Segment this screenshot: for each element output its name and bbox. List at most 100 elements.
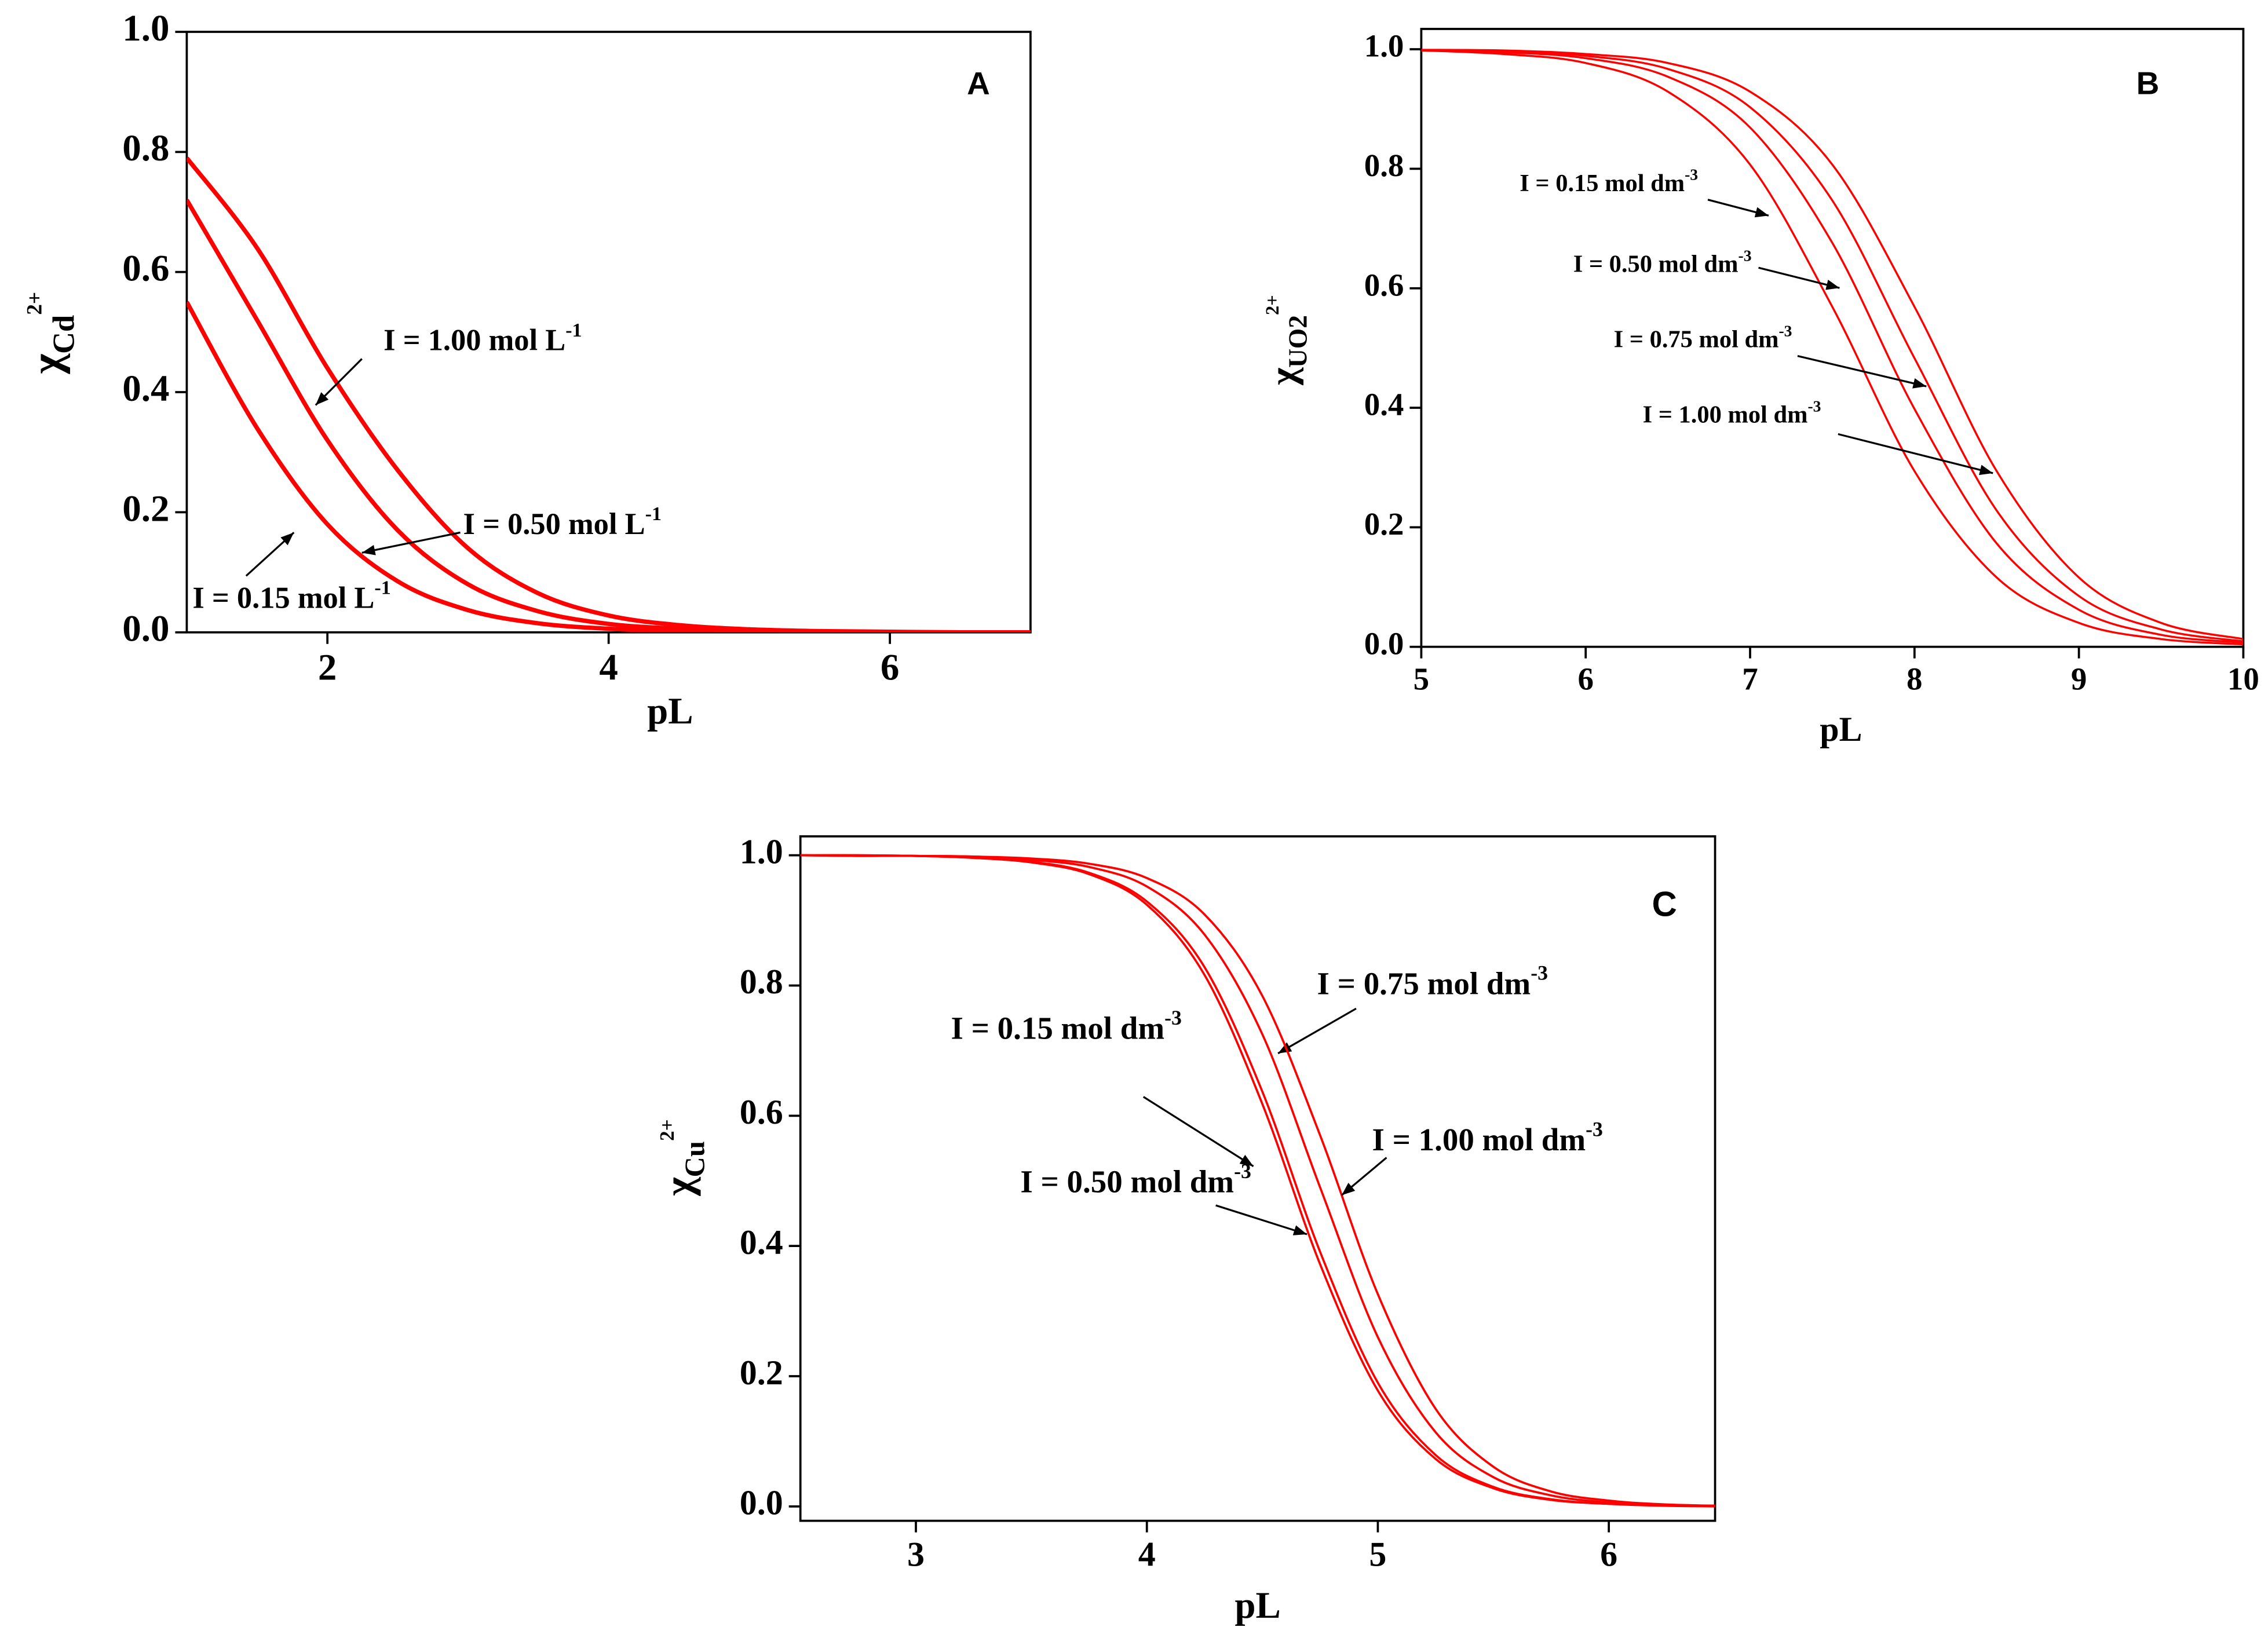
y-axis-symbol: χ (23, 353, 71, 374)
y-tick-label: 0.2 (1364, 506, 1404, 542)
curve-label: I = 1.00 mol dm-3 (1372, 1117, 1602, 1157)
arrow (1797, 354, 1927, 389)
curve-label-sup: -3 (1164, 1006, 1182, 1029)
curve-label: I = 1.00 mol L-1 (384, 320, 582, 357)
x-tick-label: 9 (2071, 661, 2087, 697)
curve-label: I = 0.50 mol dm-3 (1573, 247, 1752, 278)
x-axis-label: pL (1235, 1585, 1280, 1626)
y-tick-label: 1.0 (740, 832, 783, 871)
arrow (1215, 1204, 1308, 1235)
y-axis-sub: Cu (678, 1141, 710, 1178)
curve-label-sup: -1 (645, 503, 662, 525)
chart: 0.0 0.2 0.4 0.6 0.8 1.0 5 6 7 8 9 10 pL χUO22+ B I = 0.… (1262, 28, 2259, 748)
curve-label-name: I = 1.00 mol dm (1372, 1122, 1586, 1157)
x-tick-label: 10 (2227, 661, 2259, 697)
y-tick-label: 0.4 (122, 368, 169, 409)
arrow (245, 532, 295, 577)
curve (800, 854, 1715, 1507)
curve-label-sup: -1 (565, 320, 582, 341)
curve (187, 199, 1031, 632)
curve-label: I = 0.50 mol dm-3 (1020, 1160, 1251, 1200)
curve-label-sup: -3 (1234, 1160, 1251, 1183)
arrow (1838, 433, 1993, 476)
curve-label-sup: -3 (1531, 961, 1548, 985)
x-tick-label: 6 (1600, 1535, 1617, 1574)
curve (187, 301, 1031, 632)
arrow (315, 358, 363, 406)
curve-label-name: I = 0.50 mol L (463, 507, 645, 541)
curve-label-sup: -3 (1685, 166, 1698, 184)
y-axis-sub: Cd (48, 315, 81, 354)
x-tick-label: 4 (599, 647, 618, 689)
curve-label: I = 0.15 mol L-1 (192, 577, 390, 615)
curve-label-sup: -1 (374, 577, 390, 599)
y-tick-label: 1.0 (122, 8, 169, 49)
curve (1421, 49, 2244, 646)
curve-label-name: I = 0.15 mol dm (951, 1011, 1164, 1046)
panel-label: B (2136, 65, 2160, 101)
panel-label: A (967, 65, 990, 101)
curve-label: I = 0.15 mol dm-3 (951, 1006, 1181, 1046)
y-axis-symbol: χ (656, 1177, 701, 1197)
y-axis-label: χCd2+ (23, 292, 81, 375)
chart: 0.0 0.2 0.4 0.6 0.8 1.0 3 4 5 6 pL χCu2+ C I = 0.15 m… (656, 832, 1716, 1626)
y-tick-label: 0.8 (122, 127, 169, 169)
y-tick-label: 0.0 (122, 608, 169, 650)
curve-label-name: I = 0.15 mol L (192, 581, 374, 615)
curve-label: I = 0.15 mol dm-3 (1520, 166, 1698, 197)
curve (187, 156, 1031, 632)
plot-frame (799, 835, 1716, 1522)
curve-label-sup: -3 (1807, 397, 1821, 415)
curve-label-name: I = 1.00 mol L (384, 324, 565, 357)
x-tick-label: 8 (1907, 661, 1922, 697)
arrow (1707, 199, 1769, 218)
x-tick-label: 4 (1138, 1535, 1156, 1574)
y-axis-symbol: χ (1262, 367, 1304, 386)
curve-label-name: I = 0.15 mol dm (1520, 170, 1685, 197)
y-tick-label: 0.8 (1364, 148, 1404, 183)
y-tick-label: 0.6 (122, 248, 169, 290)
x-tick-label: 6 (881, 647, 899, 689)
curve-label: I = 0.50 mol L-1 (463, 503, 662, 541)
x-tick-label: 6 (1577, 661, 1593, 697)
curve-label-name: I = 1.00 mol dm (1643, 401, 1808, 428)
curve-label-sup: -3 (1586, 1117, 1603, 1140)
plot-frame (185, 31, 1032, 634)
y-tick-label: 0.6 (740, 1093, 783, 1131)
curve (800, 854, 1715, 1507)
curve-label-name: I = 0.75 mol dm (1614, 326, 1779, 353)
curve-label-name: I = 0.75 mol dm (1317, 966, 1531, 1001)
x-tick-label: 3 (907, 1535, 925, 1574)
x-tick-label: 7 (1742, 661, 1758, 697)
curve-label-name: I = 0.50 mol dm (1573, 251, 1739, 278)
panel-label: C (1652, 884, 1677, 923)
y-axis-label: χUO22+ (1262, 295, 1313, 386)
curve (800, 854, 1715, 1507)
y-tick-label: 0.6 (1364, 267, 1404, 302)
x-tick-label: 2 (318, 647, 337, 689)
y-axis-sub: UO2 (1283, 315, 1313, 368)
y-tick-label: 1.0 (1364, 28, 1404, 64)
y-axis-sup: 2+ (1262, 295, 1283, 315)
chart: 0.0 0.2 0.4 0.6 0.8 1.0 2 4 6 pL χCd2+ A I = 1.00 mo… (23, 8, 1032, 732)
curve-label: I = 0.75 mol dm-3 (1614, 321, 1792, 353)
curve (1421, 49, 2244, 643)
y-tick-label: 0.0 (1364, 626, 1404, 661)
curve-label: I = 0.75 mol dm-3 (1317, 961, 1548, 1001)
arrow (1142, 1096, 1254, 1167)
y-tick-label: 0.0 (740, 1484, 783, 1522)
curve (1421, 49, 2244, 644)
curve-label-name: I = 0.50 mol dm (1020, 1164, 1234, 1200)
y-tick-label: 0.4 (740, 1223, 783, 1262)
arrow (1277, 1007, 1357, 1055)
y-tick-label: 0.2 (740, 1354, 783, 1392)
x-axis-label: pL (647, 690, 693, 732)
y-axis-sup: 2+ (23, 292, 46, 315)
y-tick-label: 0.4 (1364, 387, 1404, 422)
curve-label: I = 1.00 mol dm-3 (1643, 397, 1821, 428)
curve (800, 854, 1715, 1508)
y-axis-label: χCu2+ (656, 1119, 710, 1196)
y-tick-label: 0.8 (740, 963, 783, 1001)
